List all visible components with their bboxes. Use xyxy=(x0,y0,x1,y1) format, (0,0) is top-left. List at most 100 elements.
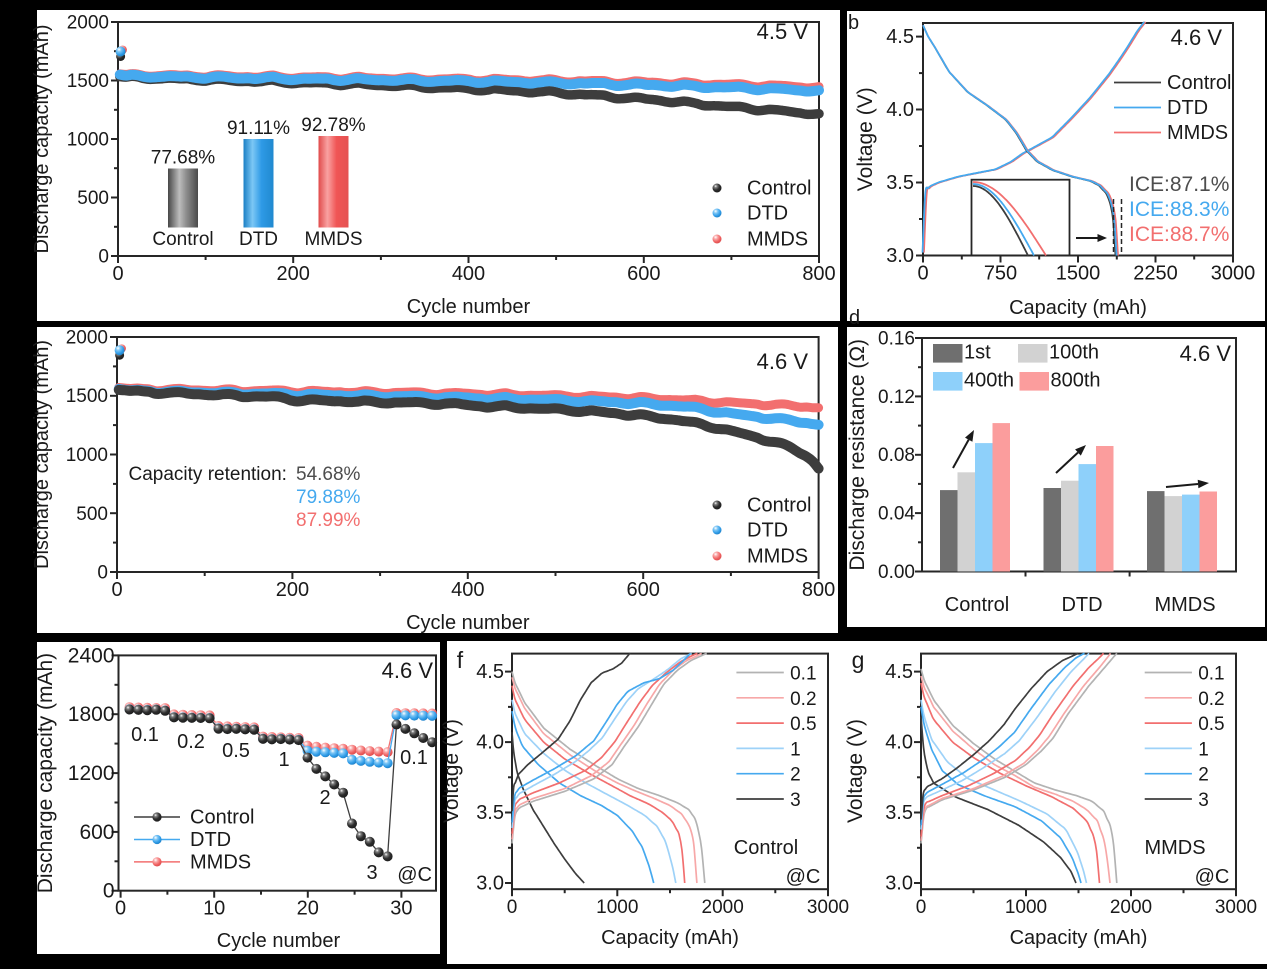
svg-text:b: b xyxy=(848,12,859,34)
svg-text:Discharge capacity (mAh): Discharge capacity (mAh) xyxy=(34,653,57,893)
svg-text:800: 800 xyxy=(802,263,835,285)
svg-text:Discharge resistance (Ω): Discharge resistance (Ω) xyxy=(846,339,869,571)
svg-text:3.5: 3.5 xyxy=(476,802,504,824)
svg-text:Voltage (V): Voltage (V) xyxy=(854,87,877,191)
svg-text:3000: 3000 xyxy=(807,897,849,918)
svg-text:87.99%: 87.99% xyxy=(296,510,361,531)
svg-text:0: 0 xyxy=(115,898,126,920)
svg-text:Control: Control xyxy=(747,495,811,517)
svg-text:4.6 V: 4.6 V xyxy=(1171,25,1223,50)
svg-text:Capacity (mAh): Capacity (mAh) xyxy=(1009,297,1147,319)
svg-text:4.5: 4.5 xyxy=(886,26,914,48)
svg-text:3: 3 xyxy=(1198,790,1209,811)
svg-text:MMDS: MMDS xyxy=(304,229,362,250)
svg-text:30: 30 xyxy=(390,898,412,920)
svg-text:2000: 2000 xyxy=(702,897,744,918)
svg-text:Voltage (V): Voltage (V) xyxy=(440,719,463,823)
svg-text:100th: 100th xyxy=(1049,342,1099,364)
svg-text:Control: Control xyxy=(152,229,213,250)
svg-text:2000: 2000 xyxy=(66,328,108,349)
svg-text:1500: 1500 xyxy=(66,386,108,407)
svg-text:3.0: 3.0 xyxy=(476,873,504,895)
svg-text:2: 2 xyxy=(790,765,801,786)
svg-text:3.5: 3.5 xyxy=(885,802,913,824)
svg-text:0: 0 xyxy=(507,897,518,918)
svg-text:0.04: 0.04 xyxy=(878,504,915,525)
svg-text:54.68%: 54.68% xyxy=(296,464,361,485)
svg-text:MMDS: MMDS xyxy=(747,229,808,251)
svg-text:3.0: 3.0 xyxy=(886,245,914,267)
svg-text:600: 600 xyxy=(627,263,660,285)
svg-text:0.2: 0.2 xyxy=(790,689,816,710)
svg-text:Capacity (mAh): Capacity (mAh) xyxy=(1010,927,1148,949)
svg-text:@C: @C xyxy=(1195,866,1230,888)
svg-text:4.0: 4.0 xyxy=(886,99,914,121)
svg-text:4.0: 4.0 xyxy=(476,732,504,754)
svg-text:77.68%: 77.68% xyxy=(151,148,216,169)
svg-text:600: 600 xyxy=(79,821,114,844)
svg-text:3: 3 xyxy=(366,862,377,884)
svg-text:400th: 400th xyxy=(964,370,1014,392)
svg-text:MMDS: MMDS xyxy=(190,851,251,873)
svg-text:800th: 800th xyxy=(1051,370,1101,392)
svg-text:@C: @C xyxy=(397,864,432,886)
svg-text:DTD: DTD xyxy=(1061,594,1102,616)
svg-text:91.11%: 91.11% xyxy=(227,118,290,139)
svg-text:Voltage (V): Voltage (V) xyxy=(844,719,867,823)
svg-text:1500: 1500 xyxy=(67,71,109,92)
svg-text:1200: 1200 xyxy=(68,762,115,785)
svg-text:DTD: DTD xyxy=(1167,97,1208,119)
svg-text:2: 2 xyxy=(319,787,330,809)
svg-text:Capacity (mAh): Capacity (mAh) xyxy=(601,927,739,949)
svg-text:0.16: 0.16 xyxy=(878,329,915,350)
svg-text:Control: Control xyxy=(1167,72,1231,94)
svg-text:0.5: 0.5 xyxy=(222,740,250,762)
svg-text:20: 20 xyxy=(297,898,319,920)
svg-text:0.2: 0.2 xyxy=(1198,689,1224,710)
svg-text:3000: 3000 xyxy=(1215,897,1257,918)
svg-text:1: 1 xyxy=(278,749,289,771)
svg-text:3.0: 3.0 xyxy=(885,873,913,895)
svg-text:1000: 1000 xyxy=(66,445,108,466)
svg-text:Discharge capacity (mAh): Discharge capacity (mAh) xyxy=(31,340,53,569)
svg-text:0.1: 0.1 xyxy=(790,664,816,685)
svg-text:0: 0 xyxy=(111,579,122,601)
svg-text:0: 0 xyxy=(103,880,115,903)
svg-text:3: 3 xyxy=(790,790,801,811)
svg-text:2000: 2000 xyxy=(1110,897,1152,918)
svg-text:0.1: 0.1 xyxy=(1198,664,1224,685)
svg-text:0: 0 xyxy=(112,263,123,285)
svg-text:DTD: DTD xyxy=(239,229,278,250)
svg-text:DTD: DTD xyxy=(747,520,788,542)
svg-text:1000: 1000 xyxy=(596,897,638,918)
svg-text:MMDS: MMDS xyxy=(747,546,808,568)
svg-text:Discharge capacity (mAh): Discharge capacity (mAh) xyxy=(31,25,53,254)
svg-text:Capacity retention:: Capacity retention: xyxy=(129,464,287,485)
svg-text:0.00: 0.00 xyxy=(878,562,915,583)
svg-text:@C: @C xyxy=(786,866,821,888)
svg-text:0: 0 xyxy=(917,263,928,285)
svg-text:500: 500 xyxy=(77,188,109,209)
svg-text:1500: 1500 xyxy=(1056,263,1101,285)
svg-text:400: 400 xyxy=(451,579,484,601)
svg-text:Cycle number: Cycle number xyxy=(406,612,530,634)
svg-text:1: 1 xyxy=(1198,739,1209,760)
svg-text:ICE:87.1%: ICE:87.1% xyxy=(1129,173,1229,196)
svg-text:DTD: DTD xyxy=(190,829,231,851)
svg-text:Cycle number: Cycle number xyxy=(217,930,341,952)
svg-text:2: 2 xyxy=(1198,765,1209,786)
svg-text:200: 200 xyxy=(277,263,310,285)
svg-text:MMDS: MMDS xyxy=(1144,837,1205,859)
svg-text:10: 10 xyxy=(203,898,225,920)
svg-text:79.88%: 79.88% xyxy=(296,487,361,508)
svg-text:ICE:88.7%: ICE:88.7% xyxy=(1129,223,1229,246)
svg-text:Control: Control xyxy=(734,837,798,859)
svg-text:92.78%: 92.78% xyxy=(301,115,366,136)
svg-text:4.0: 4.0 xyxy=(885,732,913,754)
svg-text:Cycle number: Cycle number xyxy=(407,296,531,318)
svg-text:DTD: DTD xyxy=(747,203,788,225)
svg-text:2250: 2250 xyxy=(1133,263,1178,285)
svg-text:d: d xyxy=(849,307,860,329)
svg-text:0.5: 0.5 xyxy=(790,714,816,735)
svg-text:500: 500 xyxy=(76,504,108,525)
